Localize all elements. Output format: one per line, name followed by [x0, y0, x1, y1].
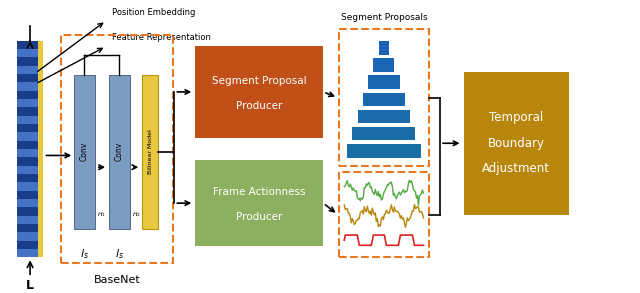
Text: Conv: Conv: [115, 142, 124, 161]
Text: Adjustment: Adjustment: [483, 162, 550, 176]
Text: Conv: Conv: [80, 142, 89, 161]
Text: Producer: Producer: [236, 212, 282, 222]
Text: $H_2$: $H_2$: [132, 210, 141, 219]
Bar: [74, 75, 95, 229]
Bar: [339, 29, 429, 166]
Bar: [109, 75, 130, 229]
Bar: [17, 199, 38, 207]
Bar: [38, 41, 44, 257]
Bar: [17, 82, 38, 91]
Text: $H_1$: $H_1$: [97, 210, 106, 219]
Bar: [17, 216, 38, 224]
Bar: [368, 75, 399, 89]
Bar: [17, 116, 38, 124]
Bar: [17, 249, 38, 257]
Bar: [143, 75, 159, 229]
Bar: [379, 41, 389, 55]
Text: Frame Actionness: Frame Actionness: [213, 187, 305, 197]
Bar: [353, 127, 415, 140]
Text: Feature Representation: Feature Representation: [113, 33, 211, 42]
Bar: [358, 110, 410, 123]
Text: Segment Proposal: Segment Proposal: [212, 76, 307, 86]
Text: $l_s$: $l_s$: [115, 248, 124, 261]
Bar: [17, 166, 38, 174]
Bar: [17, 66, 38, 74]
Bar: [339, 172, 429, 257]
Text: Segment Proposals: Segment Proposals: [340, 13, 427, 22]
Bar: [464, 72, 569, 214]
Text: BaseNet: BaseNet: [94, 275, 141, 285]
Bar: [61, 35, 173, 263]
Bar: [195, 160, 323, 246]
Bar: [17, 49, 38, 57]
Bar: [17, 232, 38, 241]
Bar: [373, 58, 394, 72]
Bar: [17, 132, 38, 141]
Text: Bilinear Model: Bilinear Model: [148, 130, 153, 174]
Text: $l_s$: $l_s$: [80, 248, 89, 261]
Text: Temporal: Temporal: [489, 111, 543, 124]
Bar: [17, 149, 38, 157]
Text: Producer: Producer: [236, 101, 282, 111]
Bar: [17, 99, 38, 107]
Bar: [348, 144, 420, 158]
Bar: [195, 46, 323, 137]
Text: Boundary: Boundary: [488, 137, 545, 150]
Text: Position Embedding: Position Embedding: [113, 8, 196, 17]
Bar: [17, 182, 38, 191]
Text: $\mathbf{L}$: $\mathbf{L}$: [25, 279, 35, 292]
Bar: [17, 41, 44, 257]
Bar: [363, 93, 405, 106]
